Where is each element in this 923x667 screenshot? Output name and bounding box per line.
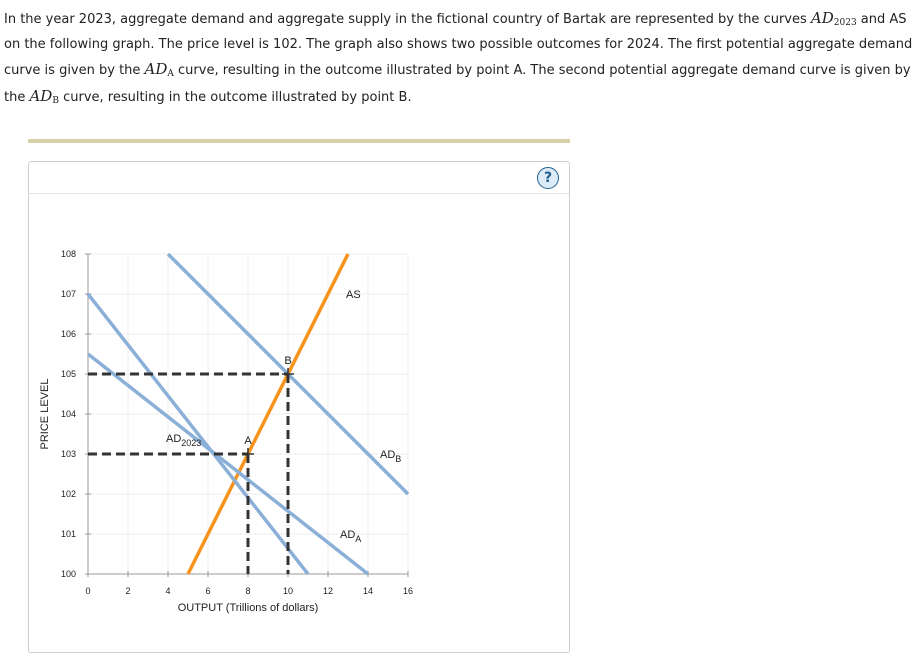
intro-text-1: In the year 2023, aggregate demand and a… — [4, 12, 811, 27]
point-label-b: B — [284, 355, 291, 367]
x-tick-label: 4 — [165, 586, 170, 596]
y-tick-label: 102 — [61, 489, 76, 499]
x-tick-label: 12 — [323, 586, 333, 596]
ada-main: AD — [144, 60, 168, 78]
curve-label-adb: ADB — [380, 449, 401, 464]
x-axis-title: OUTPUT (Trillions of dollars) — [178, 602, 319, 614]
section-divider — [28, 139, 570, 143]
curve-label-main: AD — [340, 529, 355, 541]
curve-label-sub: A — [355, 534, 361, 544]
intro-text-3: curve, resulting in the outcome illustra… — [4, 63, 911, 105]
adb-main: AD — [29, 87, 53, 105]
point-label-a: A — [244, 435, 252, 447]
y-tick-label: 100 — [61, 569, 76, 579]
x-tick-label: 8 — [245, 586, 250, 596]
panel-header: ? — [29, 162, 569, 194]
y-tick-label: 105 — [61, 369, 76, 379]
ada-symbol: ADA — [144, 60, 174, 79]
y-tick-label: 108 — [61, 249, 76, 259]
adb-symbol: ADB — [29, 87, 59, 106]
y-tick-label: 103 — [61, 449, 76, 459]
curve-label-main: AD — [166, 433, 181, 445]
question-text: In the year 2023, aggregate demand and a… — [4, 6, 919, 111]
x-tick-label: 0 — [85, 586, 90, 596]
ad2023-symbol: AD2023 — [810, 9, 857, 28]
x-tick-label: 6 — [205, 586, 210, 596]
curve-ad2023 — [86, 292, 310, 576]
curve-ada — [86, 352, 370, 576]
curve-label-ad2023: AD2023 — [166, 433, 201, 448]
curve-as — [186, 253, 350, 575]
help-icon[interactable]: ? — [537, 167, 559, 189]
x-tick-label: 16 — [403, 586, 413, 596]
curve-label-as: AS — [346, 289, 361, 301]
curve-label-sub: B — [395, 454, 401, 464]
y-tick-label: 107 — [61, 289, 76, 299]
curve-label-main: AS — [346, 289, 361, 301]
ada-sub: A — [167, 69, 174, 79]
curve-label-sub: 2023 — [181, 438, 201, 448]
curve-label-main: AD — [380, 449, 395, 461]
intro-text-4: curve, resulting in the outcome illustra… — [58, 90, 412, 105]
adb-sub: B — [52, 96, 59, 106]
x-tick-label: 10 — [283, 586, 293, 596]
y-tick-label: 106 — [61, 329, 76, 339]
y-tick-label: 104 — [61, 409, 76, 419]
curve-label-ada: ADA — [340, 529, 361, 544]
x-tick-label: 2 — [125, 586, 130, 596]
intro-text-2: and AS on the following graph. The price… — [4, 12, 913, 78]
y-axis-title: PRICE LEVEL — [39, 379, 51, 450]
x-tick-label: 14 — [363, 586, 373, 596]
ad2023-sub: 2023 — [833, 18, 857, 28]
graph-panel: ? — [28, 161, 570, 653]
ad2023-main: AD — [810, 9, 834, 27]
y-tick-label: 101 — [61, 529, 76, 539]
